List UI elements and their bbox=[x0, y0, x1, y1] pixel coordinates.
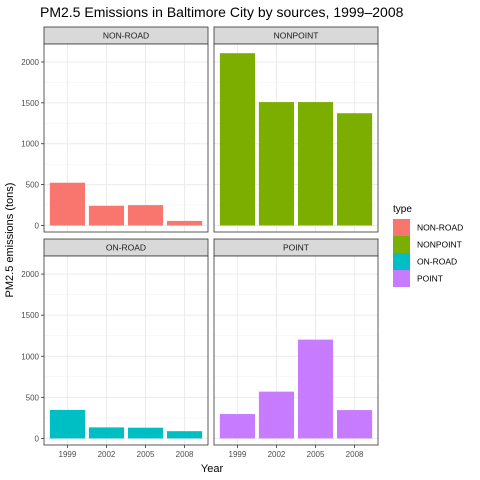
panel-border bbox=[43, 43, 209, 233]
legend-items: NON-ROAD NONPOINT ON-ROAD POINT bbox=[393, 219, 463, 287]
x-tick-label: 2005 bbox=[137, 450, 155, 459]
x-tick-label: 2008 bbox=[346, 450, 364, 459]
bar-on-road-2008 bbox=[167, 431, 203, 439]
panel-non-road: NON-ROAD 0 500 1000 1500 2000 bbox=[21, 26, 209, 233]
legend-swatch bbox=[393, 236, 410, 253]
strip-label-point: POINT bbox=[283, 243, 309, 253]
panel-border bbox=[213, 43, 379, 233]
y-tick-label: 500 bbox=[26, 393, 40, 402]
legend-swatch bbox=[393, 219, 410, 236]
panel-on-road: ON-ROAD 0 500 1000 1500 2000 1999 2002 2005 2008 bbox=[21, 238, 209, 459]
y-tick-label: 2000 bbox=[21, 58, 39, 67]
legend-label: POINT bbox=[417, 274, 443, 284]
strip-label-non-road: NON-ROAD bbox=[103, 31, 149, 41]
legend-title: type bbox=[393, 204, 412, 215]
y-tick-label: 500 bbox=[26, 181, 40, 190]
panel-border bbox=[213, 255, 379, 446]
panel-nonpoint: NONPOINT bbox=[213, 26, 379, 233]
strip-label-nonpoint: NONPOINT bbox=[274, 31, 319, 41]
legend-item-point: POINT bbox=[393, 270, 443, 287]
legend-swatch bbox=[393, 253, 410, 270]
bar-nonpoint-1999 bbox=[219, 53, 255, 226]
legend-item-on-road: ON-ROAD bbox=[393, 253, 457, 270]
legend-label: NONPOINT bbox=[417, 240, 462, 250]
x-tick-label: 2002 bbox=[268, 450, 286, 459]
y-tick-label: 1500 bbox=[21, 99, 39, 108]
bar-on-road-2005 bbox=[127, 427, 164, 439]
legend-label: NON-ROAD bbox=[417, 223, 463, 233]
x-tick-label: 1999 bbox=[229, 450, 247, 459]
y-tick-label: 1500 bbox=[21, 311, 39, 320]
y-tick-label: 0 bbox=[35, 434, 40, 443]
bar-non-road-1999 bbox=[49, 182, 85, 226]
chart-title: PM2.5 Emissions in Baltimore City by sou… bbox=[40, 4, 404, 20]
bar-nonpoint-2005 bbox=[297, 102, 334, 226]
facet-panels: NON-ROAD 0 500 1000 1500 2000 NONPOINT ON-ROAD 0… bbox=[21, 26, 379, 459]
bar-non-road-2005 bbox=[127, 205, 164, 226]
bar-point-2008 bbox=[337, 410, 373, 439]
bar-on-road-2002 bbox=[88, 427, 125, 439]
panel-point: POINT 1999 2002 2005 2008 bbox=[213, 238, 379, 459]
legend-label: ON-ROAD bbox=[417, 257, 457, 267]
bar-nonpoint-2008 bbox=[337, 113, 373, 226]
x-tick-label: 2005 bbox=[307, 450, 325, 459]
y-tick-label: 1000 bbox=[21, 140, 39, 149]
y-tick-label: 0 bbox=[35, 221, 40, 230]
panel-border bbox=[43, 255, 209, 446]
legend-swatch bbox=[393, 270, 410, 287]
strip-label-on-road: ON-ROAD bbox=[106, 243, 146, 253]
y-axis-title: PM2.5 emissions (tons) bbox=[4, 183, 16, 298]
y-tick-label: 2000 bbox=[21, 270, 39, 279]
bar-nonpoint-2002 bbox=[258, 102, 295, 226]
x-axis-title: Year bbox=[201, 463, 224, 475]
bar-point-2005 bbox=[297, 339, 334, 439]
legend-item-non-road: NON-ROAD bbox=[393, 219, 463, 236]
x-tick-label: 2008 bbox=[176, 450, 194, 459]
bar-on-road-1999 bbox=[49, 409, 85, 439]
x-tick-label: 2002 bbox=[98, 450, 116, 459]
legend-item-nonpoint: NONPOINT bbox=[393, 236, 462, 253]
legend: type NON-ROAD NONPOINT ON-ROAD POINT bbox=[393, 204, 463, 287]
y-tick-label: 1000 bbox=[21, 352, 39, 361]
bar-point-2002 bbox=[258, 391, 295, 439]
bar-non-road-2002 bbox=[88, 205, 125, 226]
bar-non-road-2008 bbox=[167, 220, 203, 226]
bar-point-1999 bbox=[219, 414, 255, 439]
x-tick-label: 1999 bbox=[59, 450, 77, 459]
